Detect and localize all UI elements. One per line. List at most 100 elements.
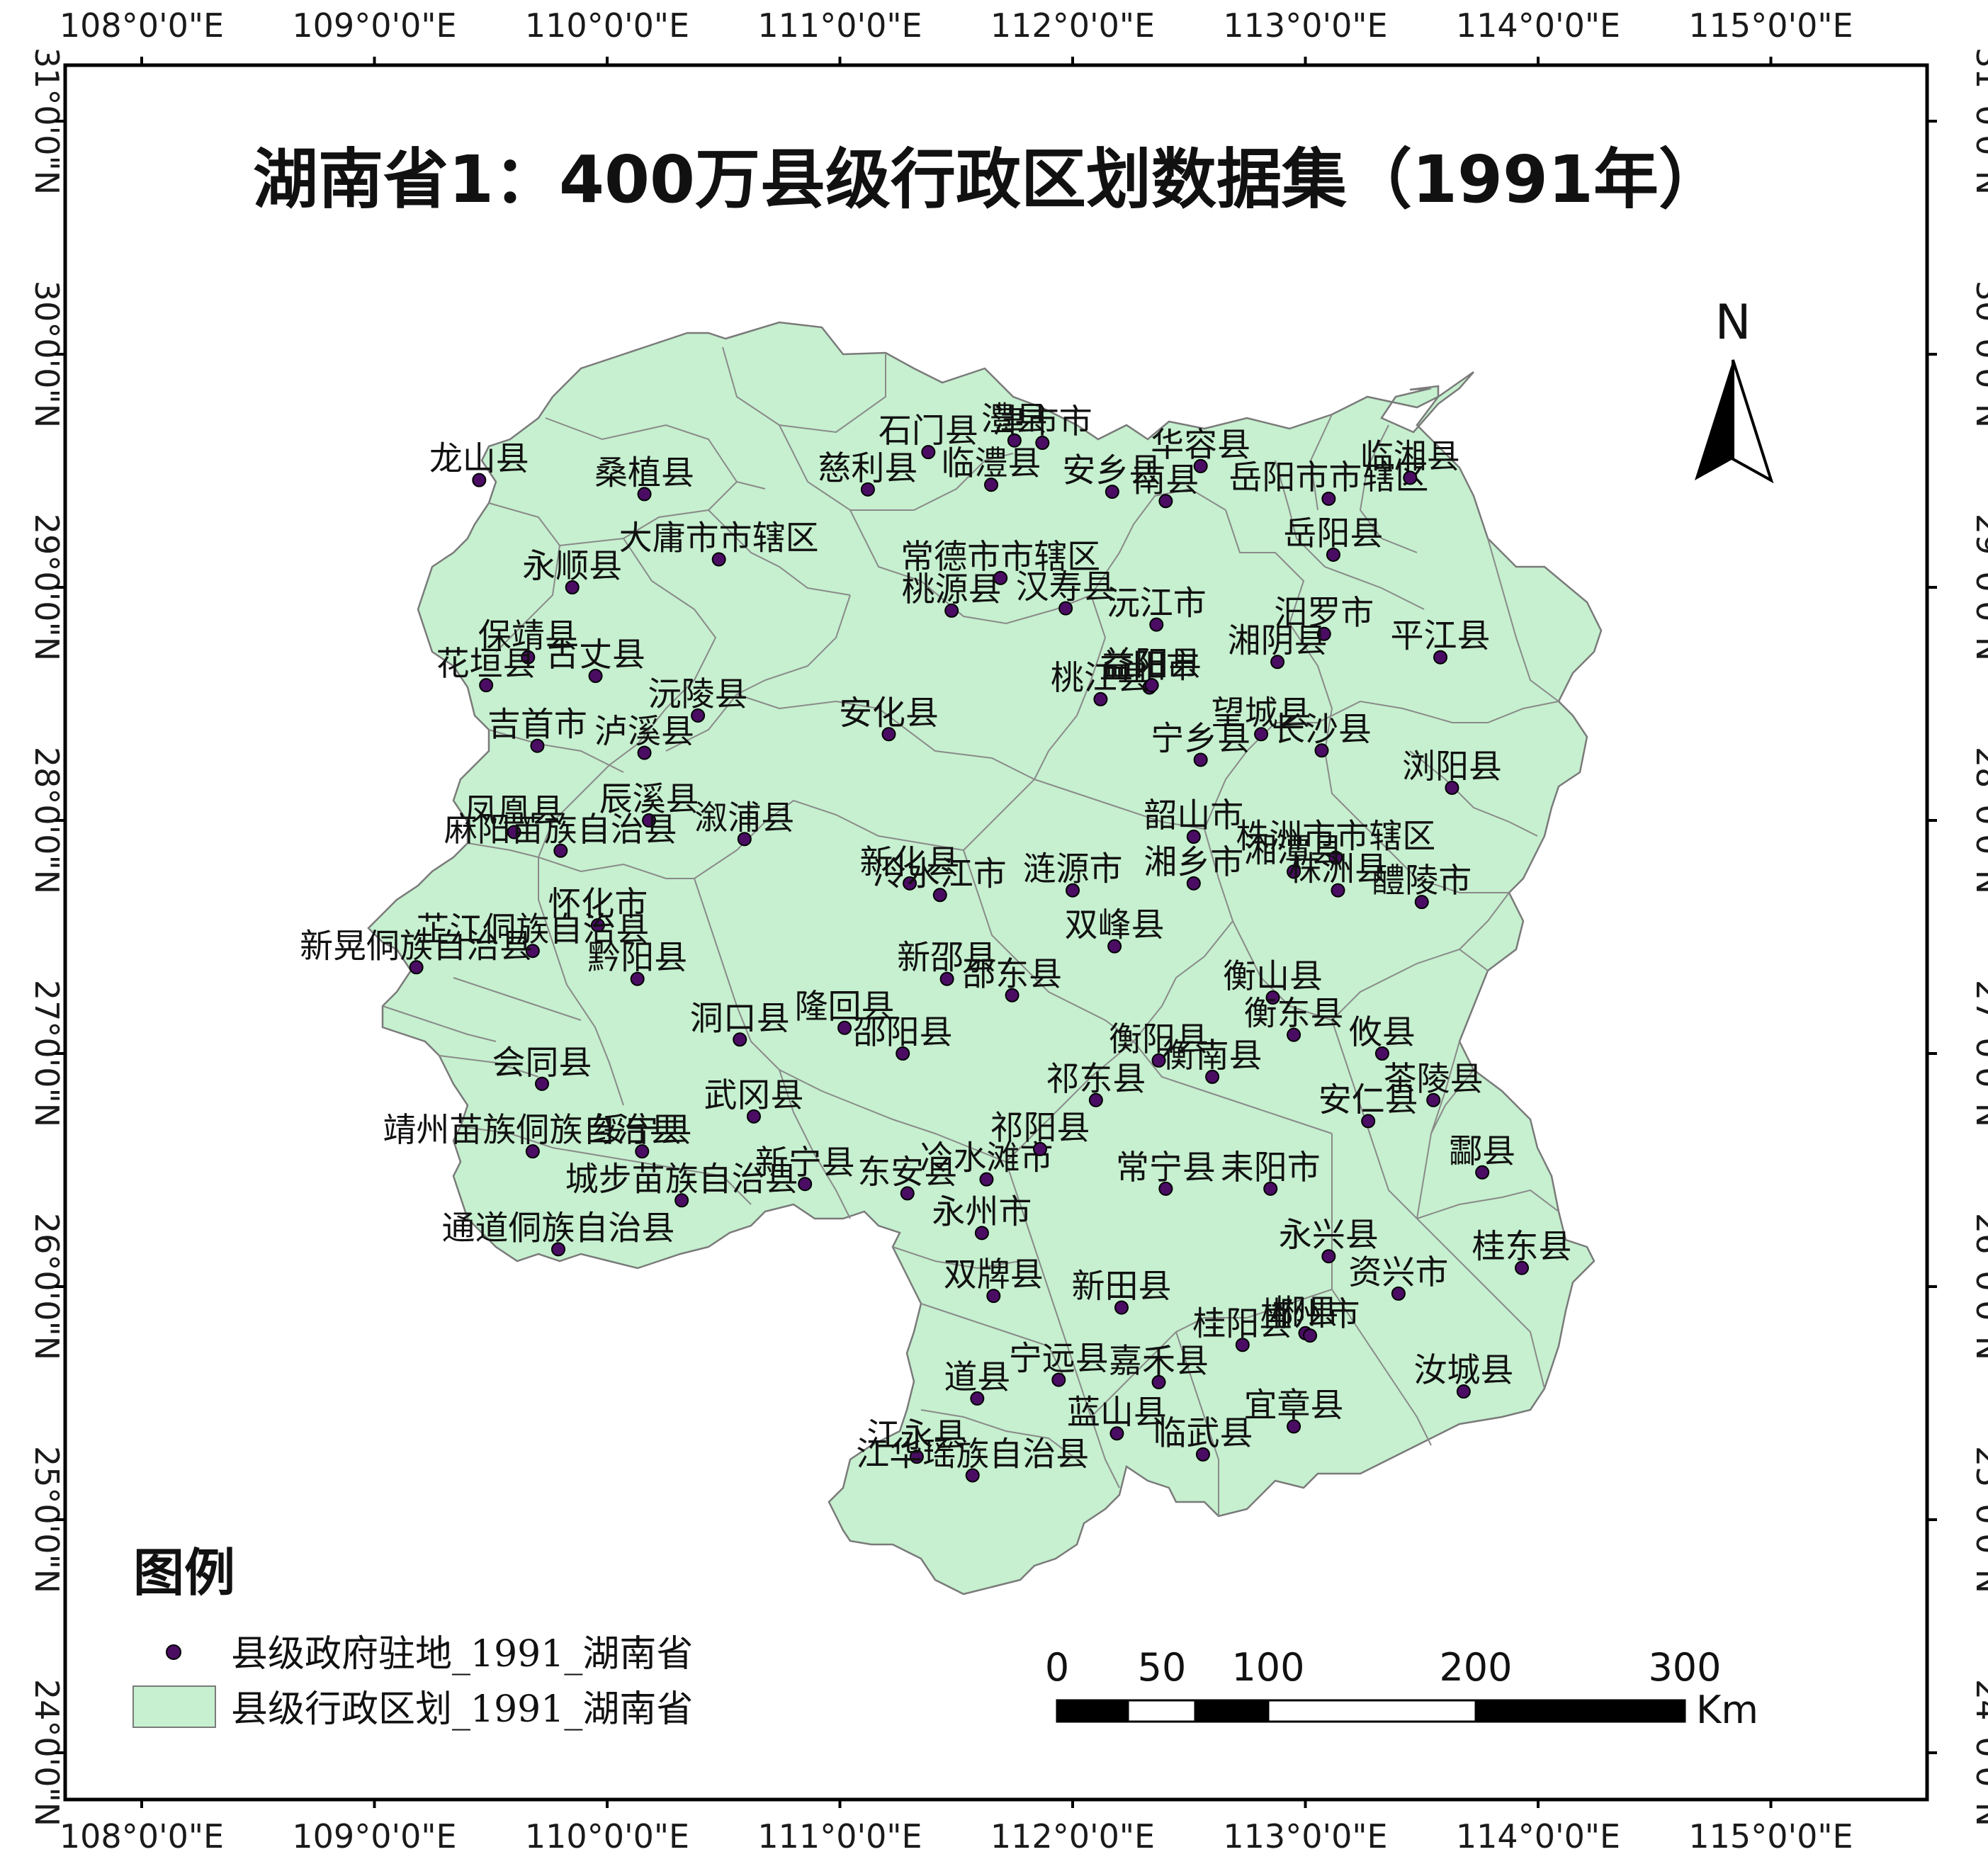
county-88: 宁远县 [1009, 1340, 1109, 1387]
county-seat-point [1475, 1165, 1490, 1180]
county-seat-point [860, 482, 875, 497]
county-19: 汨罗市 [1274, 594, 1374, 641]
county-seat-point [1144, 678, 1159, 693]
county-58: 衡阳县 [1109, 1020, 1209, 1068]
county-label: 平江县 [1391, 617, 1491, 656]
county-label: 韶山市 [1143, 796, 1243, 835]
legend: 图例 县级政府驻地_1991_湖南省 县级行政区划_1991_湖南省 [132, 1543, 693, 1731]
lon-tick-label-bottom: 115°0'0"E [1688, 1817, 1853, 1855]
county-50: 双峰县 [1065, 906, 1165, 954]
county-label: 芷江侗族自治县 [416, 910, 649, 949]
county-label: 会同县 [492, 1044, 592, 1083]
county-label: 隆回县 [795, 988, 895, 1027]
county-49: 芷江侗族自治县 [416, 910, 649, 959]
county-label: 洞口县 [690, 999, 790, 1038]
county-35: 浏阳县 [1402, 747, 1502, 795]
county-seat-point [635, 1144, 650, 1159]
county-seat-point [837, 1020, 852, 1035]
county-label: 安乡县 [1062, 451, 1162, 490]
county-label: 桑植县 [594, 453, 694, 492]
county-seat-point [881, 727, 896, 742]
scale-label-0: 0 [1045, 1645, 1069, 1690]
county-80: 永州市 [932, 1192, 1032, 1241]
county-seat-point [1158, 494, 1173, 509]
county-label: 蓝山县 [1067, 1393, 1167, 1432]
county-seat-point [1287, 864, 1301, 879]
county-label: 汨罗市 [1274, 594, 1374, 633]
county-seat-point [1515, 1260, 1530, 1275]
county-seat-point [974, 1226, 989, 1241]
county-label: 麻阳苗族自治县 [444, 810, 677, 849]
county-73: 东安县 [857, 1153, 957, 1201]
county-seat-point [903, 876, 917, 891]
county-label: 双牌县 [944, 1255, 1044, 1294]
county-seat-point [970, 1391, 985, 1406]
county-37: 辰溪县 [599, 780, 699, 827]
county-seat-point [932, 888, 947, 903]
county-seat-point [1195, 1447, 1210, 1462]
county-91: 汝城县 [1413, 1351, 1513, 1399]
county-77: 酃县 [1449, 1132, 1515, 1180]
county-label: 新宁县 [755, 1143, 855, 1182]
lat-tick-label-right: 29°0'0"N [1969, 514, 1988, 661]
county-seat-point [921, 445, 936, 460]
lon-tick-label-bottom: 112°0'0"E [990, 1817, 1155, 1855]
county-97: 江华瑶族自治县 [856, 1435, 1089, 1483]
county-label: 常德市市辖区 [900, 538, 1100, 577]
county-87: 郴县 [1272, 1293, 1339, 1340]
lat-tick-label-right: 25°0'0"N [1969, 1446, 1988, 1593]
county-seat-point [1361, 1114, 1376, 1129]
county-2: 津市市 [993, 402, 1092, 451]
county-seat-point [896, 1046, 910, 1061]
county-label: 望城县 [1212, 694, 1311, 733]
county-10: 龙山县 [429, 440, 529, 487]
county-59: 衡东县 [1244, 995, 1344, 1042]
county-seat-point [1403, 470, 1418, 485]
county-label: 长沙县 [1272, 710, 1372, 749]
county-89: 嘉禾县 [1109, 1342, 1209, 1389]
county-seat-point [525, 1144, 540, 1159]
lon-tick-label-bottom: 108°0'0"E [60, 1817, 224, 1855]
county-36: 凤凰县 [464, 791, 564, 840]
county-seat-point [1328, 850, 1343, 865]
county-label: 慈利县 [818, 449, 917, 488]
county-18: 沅江市 [1107, 584, 1207, 632]
county-67: 武冈县 [704, 1076, 803, 1124]
county-seat-point [1426, 1092, 1441, 1107]
county-seat-point [1114, 1300, 1129, 1315]
county-label: 湘潭县 [1244, 831, 1344, 870]
county-seat-point [1066, 883, 1080, 898]
county-14: 常德市市辖区 [900, 538, 1100, 585]
county-seat-point [1051, 1372, 1066, 1387]
county-75: 常宁县 [1116, 1148, 1216, 1196]
county-seat-point [939, 971, 954, 986]
county-label: 新邵县 [897, 939, 997, 978]
county-17: 汉寿县 [1016, 568, 1116, 616]
lon-tick-label-bottom: 114°0'0"E [1456, 1817, 1620, 1855]
county-seat-point [1088, 1092, 1103, 1107]
county-seat-point [630, 971, 645, 986]
county-label: 湘乡市 [1143, 843, 1243, 882]
county-seat-point [1287, 1419, 1301, 1434]
county-label: 衡南县 [1163, 1037, 1263, 1075]
county-46: 湘潭县 [1244, 831, 1344, 879]
county-seat-point [1005, 988, 1020, 1002]
county-label: 株洲市市辖区 [1236, 818, 1435, 857]
county-label: 江华瑶族自治县 [856, 1435, 1089, 1474]
county-seat-point [1456, 1384, 1471, 1399]
county-label: 涟源市 [1023, 850, 1123, 889]
county-28: 益阳县 [1102, 645, 1202, 693]
county-seat-point [1263, 1181, 1278, 1196]
county-83: 资兴市 [1348, 1253, 1448, 1301]
north-arrow-right-half [1732, 359, 1774, 484]
county-label: 酃县 [1449, 1132, 1515, 1171]
county-65: 衡南县 [1163, 1037, 1263, 1084]
county-92: 道县 [944, 1358, 1010, 1406]
county-6: 慈利县 [818, 449, 917, 497]
county-label: 辰溪县 [599, 780, 699, 819]
county-label: 桂阳县 [1192, 1304, 1292, 1343]
county-label: 沅陵县 [648, 675, 748, 714]
county-label: 浏阳县 [1402, 747, 1502, 786]
